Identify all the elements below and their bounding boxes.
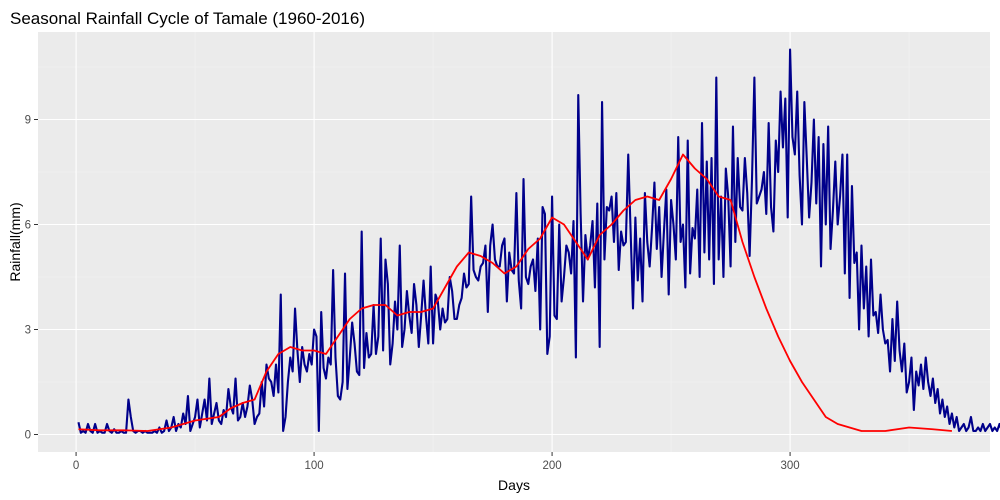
x-tick-label: 100 bbox=[304, 460, 323, 472]
y-tick-label: 9 bbox=[25, 115, 31, 127]
minor-gridlines bbox=[38, 32, 990, 452]
y-axis-title: Rainfall(mm) bbox=[7, 202, 23, 281]
y-tick-label: 3 bbox=[25, 325, 31, 337]
y-tick-label: 0 bbox=[25, 430, 31, 442]
chart-title: Seasonal Rainfall Cycle of Tamale (1960-… bbox=[10, 9, 365, 28]
daily-rainfall-line bbox=[77, 48, 1000, 434]
x-tick-label: 0 bbox=[73, 460, 79, 472]
smoothed-rainfall-line bbox=[78, 153, 953, 432]
y-tick-label: 6 bbox=[25, 220, 31, 232]
x-axis-title: Days bbox=[498, 477, 530, 493]
x-tick-label: 200 bbox=[542, 460, 561, 472]
series-layer bbox=[77, 48, 1000, 434]
x-tick-label: 300 bbox=[780, 460, 799, 472]
y-axis: 0 3 6 9 bbox=[25, 115, 38, 442]
x-axis: 0 100 200 300 bbox=[73, 452, 800, 472]
